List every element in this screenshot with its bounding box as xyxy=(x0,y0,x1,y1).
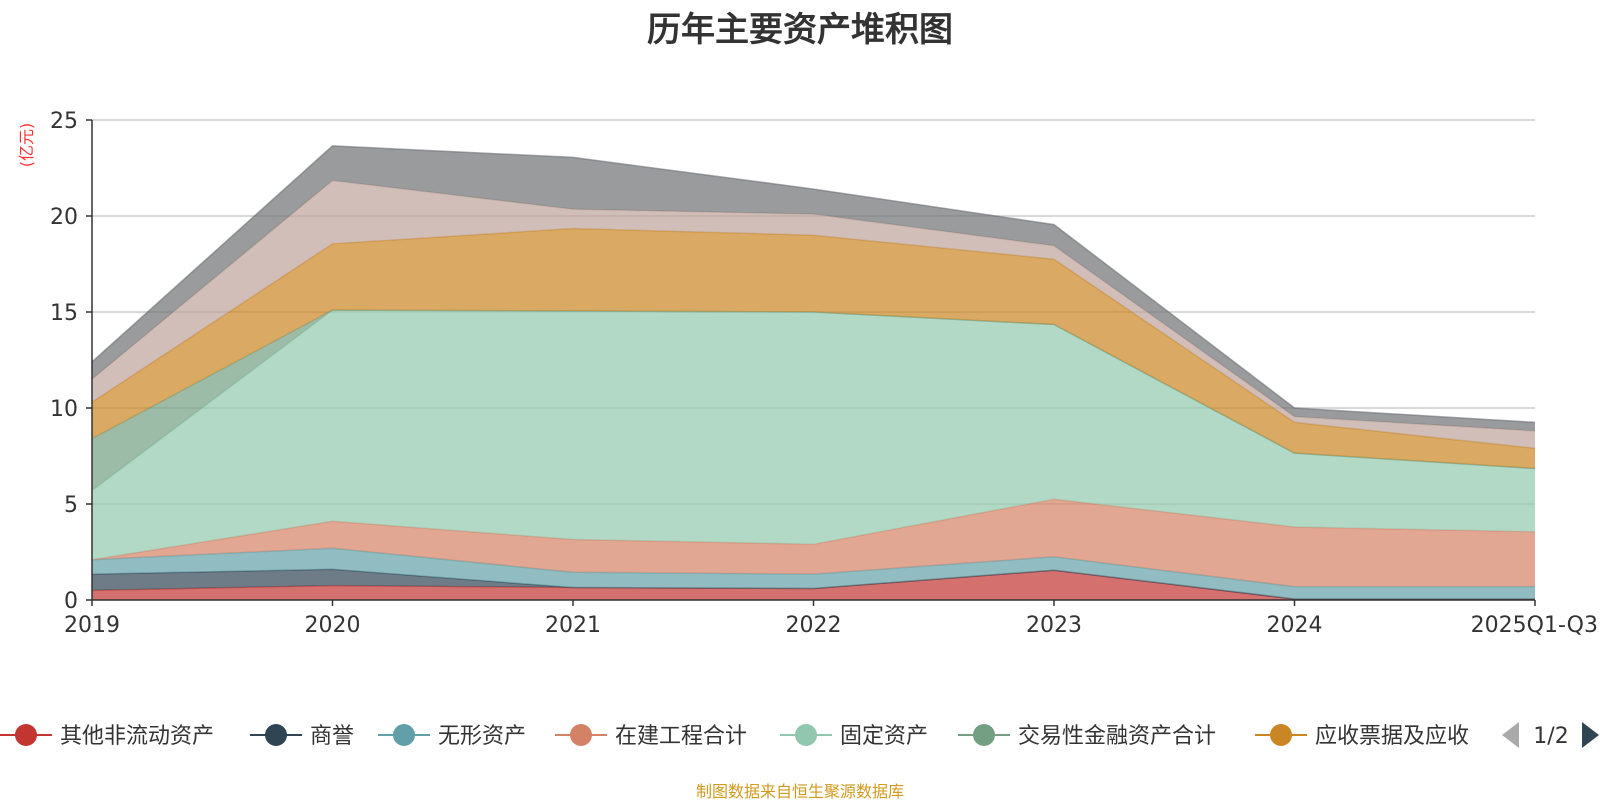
legend-item-6: 应收票据及应收 xyxy=(1255,724,1469,749)
area-series-1 xyxy=(92,569,1535,599)
area-series-8 xyxy=(92,145,1535,431)
area-series-6 xyxy=(92,228,1535,469)
legend-item-0: 其他非流动资产 xyxy=(0,724,214,749)
legend-item-3: 在建工程合计 xyxy=(555,724,747,749)
y-axis-unit-label: (亿元) xyxy=(17,123,36,168)
legend-pager: 1/2 xyxy=(1502,722,1599,749)
y-tick-label-10: 10 xyxy=(50,397,78,422)
x-tick-label-4: 2023 xyxy=(1026,613,1082,638)
x-tick-label-0: 2019 xyxy=(64,613,120,638)
chart-title: 历年主要资产堆积图 xyxy=(647,10,953,50)
area-series-0 xyxy=(92,570,1535,600)
x-tick-label-2: 2021 xyxy=(545,613,601,638)
legend-marker-0 xyxy=(15,724,37,746)
y-tick-label-15: 15 xyxy=(50,301,78,326)
legend-label-0: 其他非流动资产 xyxy=(60,724,214,749)
area-layer xyxy=(91,145,1536,600)
data-source-note: 制图数据来自恒生聚源数据库 xyxy=(695,782,904,801)
legend-marker-6 xyxy=(1270,724,1292,746)
legend-item-5: 交易性金融资产合计 xyxy=(958,724,1216,749)
y-tick-label-25: 25 xyxy=(50,109,78,134)
x-tick-label-6: 2025Q1-Q3 xyxy=(1471,613,1598,638)
y-tick-label-0: 0 xyxy=(64,589,78,614)
legend-item-2: 无形资产 xyxy=(378,724,526,749)
legend-marker-1 xyxy=(265,724,287,746)
legend-label-4: 固定资产 xyxy=(840,724,928,749)
legend-label-2: 无形资产 xyxy=(438,724,526,749)
y-tick-label-5: 5 xyxy=(64,493,78,518)
y-tick-label-20: 20 xyxy=(50,205,78,230)
axis-layer: 0 5 10 15 20 25 2019 2020 2021 2022 2023 2024 2025Q1… xyxy=(17,109,1598,638)
area-series-4 xyxy=(92,310,1535,560)
legend-marker-3 xyxy=(570,724,592,746)
area-series-7 xyxy=(92,180,1535,449)
legend-label-1: 商誉 xyxy=(310,724,354,749)
x-tick-label-3: 2022 xyxy=(786,613,842,638)
area-series-3 xyxy=(92,499,1535,587)
line-series-8 xyxy=(91,145,1536,424)
x-tick-label-5: 2024 xyxy=(1267,613,1323,638)
legend-marker-5 xyxy=(973,724,995,746)
legend-marker-2 xyxy=(393,724,415,746)
legend-prev-page-icon[interactable] xyxy=(1502,722,1519,748)
legend-item-4: 固定资产 xyxy=(780,724,928,749)
legend-label-3: 在建工程合计 xyxy=(615,724,747,749)
legend-layer: 其他非流动资产 商誉 无形资产 在建工程合计 固定资产 交易性金融资产合计 应收票据及应收 1… xyxy=(0,722,1599,749)
x-tick-label-1: 2020 xyxy=(305,613,361,638)
legend-item-1: 商誉 xyxy=(250,724,354,749)
legend-label-6: 应收票据及应收 xyxy=(1315,724,1469,749)
legend-label-5: 交易性金融资产合计 xyxy=(1018,724,1216,749)
legend-marker-4 xyxy=(795,724,817,746)
legend-page-indicator: 1/2 xyxy=(1533,724,1568,749)
legend-next-page-icon[interactable] xyxy=(1582,722,1599,748)
